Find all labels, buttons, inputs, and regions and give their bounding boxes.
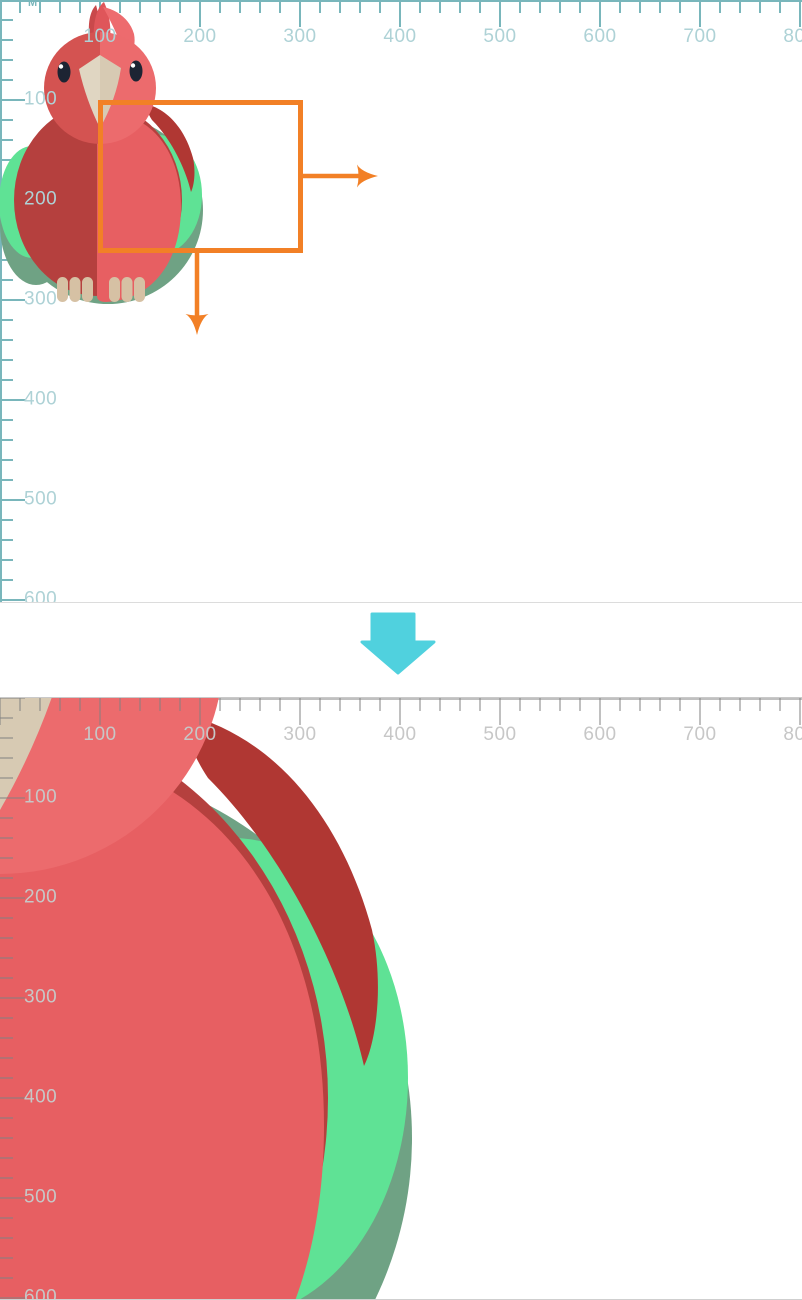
- ruler-origin-marker: M: [28, 0, 38, 9]
- selection-annotation: [98, 100, 378, 335]
- selection-arrow-right-head: [357, 164, 378, 188]
- h-ruler-baseline-zoom: [0, 698, 802, 700]
- selection-rectangle[interactable]: [98, 100, 303, 253]
- canvas-zoomed: 100200300400500600700800 100200300400500…: [0, 697, 802, 1300]
- zoom-flow-arrow-svg: [360, 612, 436, 675]
- canvas-original: 100200300400500600700800 100200300400500…: [0, 0, 802, 602]
- zoomed-image: [0, 698, 412, 1299]
- zoom-down-arrow: [360, 612, 436, 675]
- selection-arrow-down-head: [185, 314, 209, 335]
- h-ruler-baseline: [0, 0, 802, 2]
- v-ruler-baseline: [0, 0, 2, 602]
- zoom-flow-band: [0, 602, 802, 697]
